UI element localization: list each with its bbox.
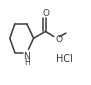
- Text: O: O: [42, 9, 49, 18]
- Text: H: H: [24, 58, 30, 67]
- Text: O: O: [55, 35, 62, 44]
- Text: HCl: HCl: [56, 54, 73, 65]
- Text: N: N: [23, 52, 30, 61]
